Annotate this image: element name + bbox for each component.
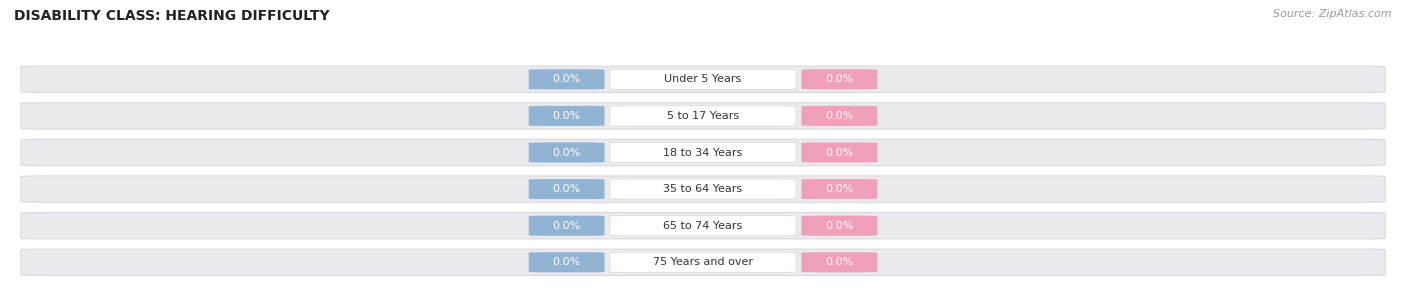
FancyBboxPatch shape: [801, 106, 877, 126]
Text: 0.0%: 0.0%: [1355, 304, 1385, 305]
Text: 0.0%: 0.0%: [825, 148, 853, 157]
Text: Source: ZipAtlas.com: Source: ZipAtlas.com: [1274, 9, 1392, 19]
Text: 0.0%: 0.0%: [825, 111, 853, 121]
FancyBboxPatch shape: [21, 213, 1385, 239]
FancyBboxPatch shape: [21, 249, 1385, 275]
FancyBboxPatch shape: [801, 179, 877, 199]
FancyBboxPatch shape: [801, 216, 877, 236]
Text: 0.0%: 0.0%: [825, 257, 853, 267]
Text: 0.0%: 0.0%: [553, 111, 581, 121]
Legend: Male, Female: Male, Female: [647, 304, 759, 305]
Text: 0.0%: 0.0%: [21, 304, 51, 305]
FancyBboxPatch shape: [529, 252, 605, 272]
FancyBboxPatch shape: [21, 176, 1385, 202]
FancyBboxPatch shape: [801, 69, 877, 89]
FancyBboxPatch shape: [21, 139, 1385, 166]
Text: 65 to 74 Years: 65 to 74 Years: [664, 221, 742, 231]
Text: 18 to 34 Years: 18 to 34 Years: [664, 148, 742, 157]
Text: 0.0%: 0.0%: [553, 184, 581, 194]
FancyBboxPatch shape: [21, 103, 1385, 129]
Text: 0.0%: 0.0%: [553, 74, 581, 84]
Text: DISABILITY CLASS: HEARING DIFFICULTY: DISABILITY CLASS: HEARING DIFFICULTY: [14, 9, 329, 23]
FancyBboxPatch shape: [529, 69, 605, 89]
FancyBboxPatch shape: [801, 252, 877, 272]
Text: 0.0%: 0.0%: [553, 148, 581, 157]
Text: 0.0%: 0.0%: [553, 257, 581, 267]
FancyBboxPatch shape: [529, 106, 605, 126]
Text: 0.0%: 0.0%: [553, 221, 581, 231]
FancyBboxPatch shape: [21, 66, 1385, 92]
Text: 0.0%: 0.0%: [825, 221, 853, 231]
FancyBboxPatch shape: [610, 106, 796, 126]
Text: 0.0%: 0.0%: [825, 74, 853, 84]
Text: 35 to 64 Years: 35 to 64 Years: [664, 184, 742, 194]
FancyBboxPatch shape: [529, 179, 605, 199]
FancyBboxPatch shape: [610, 69, 796, 89]
FancyBboxPatch shape: [529, 142, 605, 163]
FancyBboxPatch shape: [610, 179, 796, 199]
Text: 75 Years and over: 75 Years and over: [652, 257, 754, 267]
FancyBboxPatch shape: [610, 216, 796, 236]
FancyBboxPatch shape: [610, 142, 796, 163]
Text: Under 5 Years: Under 5 Years: [665, 74, 741, 84]
FancyBboxPatch shape: [801, 142, 877, 163]
Text: 5 to 17 Years: 5 to 17 Years: [666, 111, 740, 121]
FancyBboxPatch shape: [610, 252, 796, 272]
Text: 0.0%: 0.0%: [825, 184, 853, 194]
FancyBboxPatch shape: [529, 216, 605, 236]
